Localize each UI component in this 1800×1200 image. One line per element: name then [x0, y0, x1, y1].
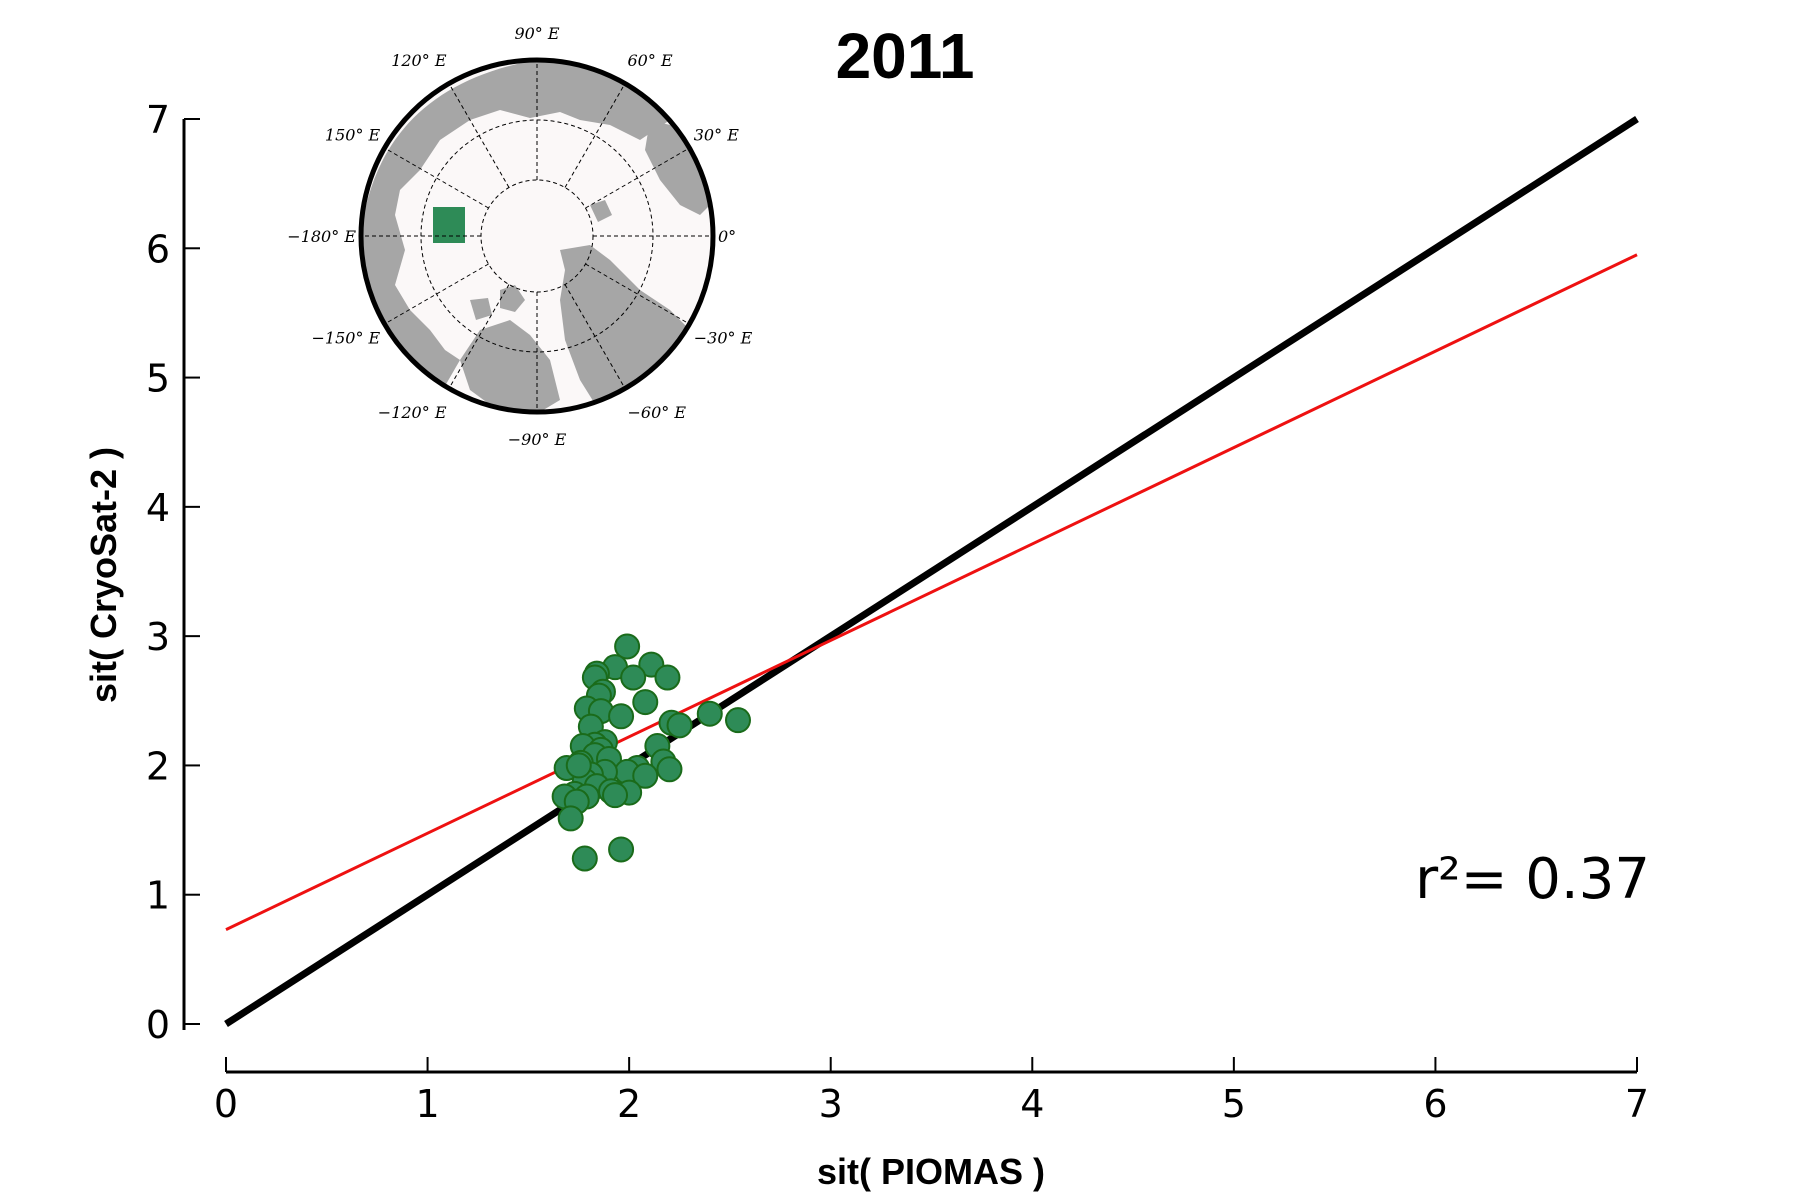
- data-point: [608, 703, 635, 730]
- map-meridian: [585, 147, 690, 209]
- data-point: [620, 664, 647, 691]
- data-point: [632, 762, 659, 789]
- data-point: [654, 664, 681, 691]
- x-tick-label: 6: [1423, 1082, 1447, 1126]
- y-tick-label: 6: [146, 227, 170, 271]
- map-longitude-label: −30° E: [694, 329, 753, 348]
- map-longitude-label: −150° E: [312, 329, 381, 348]
- identity-line: [224, 116, 1639, 1027]
- map-meridian: [585, 263, 690, 325]
- map-boundary: [358, 57, 716, 415]
- x-tick-label: 0: [214, 1082, 238, 1126]
- map-meridian: [384, 147, 489, 209]
- map-meridian: [448, 83, 510, 188]
- y-tick-label: 3: [146, 615, 170, 659]
- x-tick-label: 2: [617, 1082, 641, 1126]
- map-longitude-label: 60° E: [628, 51, 673, 70]
- data-point: [608, 836, 635, 863]
- map-region-marker: [433, 207, 465, 243]
- x-tick-label: 3: [819, 1082, 843, 1126]
- map-meridian: [564, 284, 626, 389]
- x-tick-label: 5: [1222, 1082, 1246, 1126]
- data-point: [696, 700, 723, 727]
- data-point: [724, 707, 751, 734]
- y-tick-label: 5: [146, 357, 170, 401]
- chart-title: 2011: [836, 20, 975, 92]
- data-point: [656, 756, 683, 783]
- y-axis-label: sit( CryoSat-2 ): [83, 447, 124, 703]
- data-points: [551, 633, 751, 872]
- x-tick-label: 7: [1625, 1082, 1649, 1126]
- map-longitude-label: −120° E: [378, 403, 447, 422]
- data-point: [614, 633, 641, 660]
- y-tick-label: 4: [146, 486, 170, 530]
- x-axis-label: sit( PIOMAS ): [817, 1151, 1045, 1192]
- y-tick-label: 2: [146, 744, 170, 788]
- map-longitude-label: −60° E: [628, 403, 687, 422]
- data-point: [666, 712, 693, 739]
- y-tick-label: 7: [146, 98, 170, 142]
- map-meridian: [448, 284, 510, 389]
- map-longitude-label: 30° E: [694, 126, 739, 145]
- map-longitude-label: 0°: [718, 227, 736, 246]
- map-meridian: [384, 263, 489, 325]
- data-point: [632, 689, 659, 716]
- x-axis-ticks: 0 1 2 3 4 5 6 7: [214, 1057, 1649, 1126]
- map-longitude-label: −180° E: [287, 227, 356, 246]
- r-squared-label: r²= 0.37: [1415, 847, 1650, 912]
- map-graticule: [361, 60, 713, 412]
- y-tick-label: 0: [146, 1003, 170, 1047]
- x-tick-label: 4: [1020, 1082, 1044, 1126]
- data-point: [571, 845, 598, 872]
- y-axis-ticks: 0 1 2 3 4 5 6 7: [146, 98, 200, 1047]
- map-longitude-label: 120° E: [391, 51, 447, 70]
- data-point: [565, 752, 592, 779]
- map-longitude-label: 90° E: [514, 24, 559, 43]
- map-longitude-label: 150° E: [325, 126, 381, 145]
- map-longitude-label: −90° E: [508, 430, 567, 449]
- x-tick-label: 1: [415, 1082, 439, 1126]
- y-tick-label: 1: [146, 874, 170, 918]
- map-meridian: [564, 83, 626, 188]
- data-point: [557, 805, 584, 832]
- data-point: [602, 782, 629, 809]
- map-longitude-labels: 90° E 60° E 30° E 0° −30° E −60° E −90° E −120°…: [287, 24, 752, 449]
- inset-polar-map: 90° E 60° E 30° E 0° −30° E −60° E −90° E −120°…: [287, 24, 752, 449]
- regression-line: [225, 253, 1638, 931]
